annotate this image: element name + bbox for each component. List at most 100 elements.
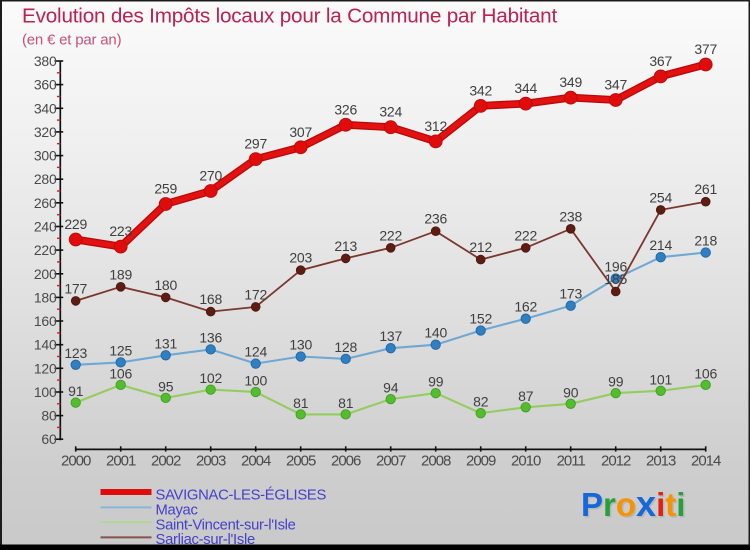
svg-text:196: 196 [604, 259, 627, 275]
svg-text:2007: 2007 [376, 453, 406, 470]
svg-text:101: 101 [649, 371, 672, 387]
svg-text:260: 260 [34, 195, 57, 211]
svg-text:213: 213 [334, 238, 357, 254]
svg-text:280: 280 [34, 171, 57, 187]
svg-text:130: 130 [289, 337, 312, 353]
svg-text:240: 240 [34, 219, 57, 235]
svg-text:136: 136 [199, 329, 222, 345]
svg-text:218: 218 [694, 233, 717, 249]
svg-text:189: 189 [109, 266, 132, 282]
svg-text:172: 172 [244, 286, 267, 302]
svg-text:340: 340 [34, 100, 57, 116]
svg-text:2013: 2013 [646, 453, 676, 470]
svg-text:342: 342 [469, 82, 492, 98]
svg-text:131: 131 [154, 335, 177, 351]
svg-text:214: 214 [649, 237, 672, 253]
svg-text:326: 326 [334, 101, 357, 117]
svg-text:2005: 2005 [286, 453, 316, 470]
svg-text:82: 82 [473, 394, 489, 410]
svg-text:2002: 2002 [151, 453, 181, 470]
svg-text:90: 90 [563, 384, 579, 400]
svg-text:(en € et par an): (en € et par an) [22, 32, 122, 49]
svg-text:2003: 2003 [196, 453, 226, 470]
svg-text:2006: 2006 [331, 453, 361, 470]
svg-text:307: 307 [289, 124, 312, 140]
svg-text:137: 137 [379, 328, 402, 344]
svg-text:324: 324 [379, 104, 402, 120]
svg-text:177: 177 [64, 280, 87, 296]
svg-text:95: 95 [158, 378, 174, 394]
svg-text:Evolution des Impôts locaux po: Evolution des Impôts locaux pour la Comm… [22, 5, 557, 28]
svg-text:124: 124 [244, 344, 267, 360]
svg-text:254: 254 [649, 189, 672, 205]
svg-text:120: 120 [34, 360, 57, 376]
svg-text:212: 212 [469, 239, 492, 255]
svg-text:125: 125 [109, 342, 132, 358]
svg-text:2014: 2014 [691, 453, 721, 470]
svg-text:238: 238 [559, 208, 582, 224]
svg-text:360: 360 [34, 77, 57, 93]
svg-text:300: 300 [34, 148, 57, 164]
svg-text:185: 185 [604, 271, 627, 287]
svg-text:SAVIGNAC-LES-ÉGLISES: SAVIGNAC-LES-ÉGLISES [156, 487, 327, 504]
svg-text:312: 312 [424, 118, 447, 134]
svg-text:270: 270 [199, 168, 222, 184]
svg-text:162: 162 [514, 299, 537, 315]
svg-text:236: 236 [424, 211, 447, 227]
svg-text:106: 106 [694, 365, 717, 381]
svg-text:152: 152 [469, 311, 492, 327]
svg-text:99: 99 [608, 374, 624, 390]
svg-text:Proxiti: Proxiti [583, 485, 687, 526]
svg-text:168: 168 [199, 291, 222, 307]
svg-text:81: 81 [338, 395, 354, 411]
svg-text:223: 223 [109, 223, 132, 239]
svg-text:173: 173 [559, 286, 582, 302]
svg-text:229: 229 [64, 216, 87, 232]
svg-text:2011: 2011 [557, 453, 586, 470]
svg-text:160: 160 [34, 313, 57, 329]
svg-text:Sarliac-sur-l'Isle: Sarliac-sur-l'Isle [156, 532, 255, 548]
svg-text:2012: 2012 [601, 453, 631, 470]
svg-text:259: 259 [154, 181, 177, 197]
svg-text:140: 140 [424, 325, 447, 341]
svg-text:297: 297 [244, 136, 267, 152]
svg-text:203: 203 [289, 250, 312, 266]
svg-text:380: 380 [34, 53, 57, 69]
svg-text:2010: 2010 [511, 453, 541, 470]
svg-text:220: 220 [34, 242, 57, 258]
svg-text:80: 80 [41, 408, 57, 424]
svg-text:128: 128 [334, 339, 357, 355]
svg-text:60: 60 [41, 431, 57, 447]
svg-text:200: 200 [34, 266, 57, 282]
svg-text:140: 140 [34, 337, 57, 353]
svg-text:2004: 2004 [241, 453, 271, 470]
svg-text:Mayac: Mayac [156, 503, 199, 519]
svg-text:99: 99 [428, 374, 444, 390]
svg-text:2009: 2009 [466, 453, 496, 470]
svg-text:94: 94 [383, 380, 399, 396]
svg-text:87: 87 [518, 388, 534, 404]
svg-text:320: 320 [34, 124, 57, 140]
svg-text:106: 106 [109, 365, 132, 381]
svg-text:Proxiti: Proxiti [581, 483, 685, 524]
svg-text:81: 81 [293, 395, 309, 411]
svg-text:367: 367 [649, 53, 672, 69]
svg-text:2001: 2001 [106, 453, 136, 470]
svg-text:100: 100 [34, 384, 57, 400]
svg-text:100: 100 [244, 373, 267, 389]
svg-text:Saint-Vincent-sur-l'Isle: Saint-Vincent-sur-l'Isle [156, 518, 296, 534]
svg-text:222: 222 [379, 227, 402, 243]
svg-text:2000: 2000 [61, 453, 91, 470]
svg-text:349: 349 [559, 74, 582, 90]
svg-text:180: 180 [154, 277, 177, 293]
svg-text:2008: 2008 [421, 453, 451, 470]
svg-text:222: 222 [514, 227, 537, 243]
svg-text:347: 347 [604, 77, 627, 93]
svg-text:91: 91 [68, 383, 84, 399]
svg-text:102: 102 [199, 370, 222, 386]
svg-text:261: 261 [694, 181, 717, 197]
svg-text:180: 180 [34, 289, 57, 305]
svg-text:344: 344 [514, 80, 537, 96]
svg-text:377: 377 [694, 41, 717, 57]
svg-text:123: 123 [64, 345, 87, 361]
